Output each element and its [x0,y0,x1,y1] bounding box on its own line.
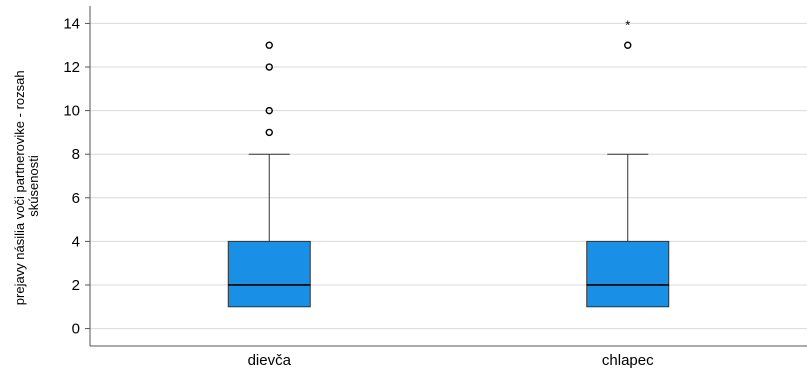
y-axis-label-line-2: skúsenosti [26,155,41,217]
iqr-box [227,240,311,308]
x-category-label-1: dievča [248,352,292,369]
grid-lines [90,22,807,330]
outlier-point-13 [624,41,632,49]
outlier-point-13 [265,41,273,49]
y-tick-label-14: 14 [63,15,80,32]
outlier-point-12 [265,63,273,71]
boxes: * [227,17,670,308]
y-tick-label-10: 10 [63,103,80,120]
box-group-1 [227,41,311,308]
y-tick-label-4: 4 [72,233,80,250]
iqr-box [586,240,670,308]
y-axis-label-line-1: prejavy násilia voči partnerovike - rozs… [12,70,27,305]
outlier-point-9 [265,128,273,137]
axes [85,6,807,347]
y-tick-label-12: 12 [63,59,80,76]
box-group-2: * [586,17,670,308]
extreme-point-14: * [625,17,630,32]
y-axis-label: prejavy násilia voči partnerovike - rozs… [12,67,41,305]
y-tick-label-0: 0 [72,321,80,338]
outlier-point-10 [265,106,273,115]
labels: prejavy násilia voči partnerovike - rozs… [12,15,654,369]
y-tick-label-6: 6 [72,190,80,207]
y-tick-label-8: 8 [72,146,80,163]
y-tick-label-2: 2 [72,277,80,294]
x-category-label-2: chlapec [602,352,654,369]
